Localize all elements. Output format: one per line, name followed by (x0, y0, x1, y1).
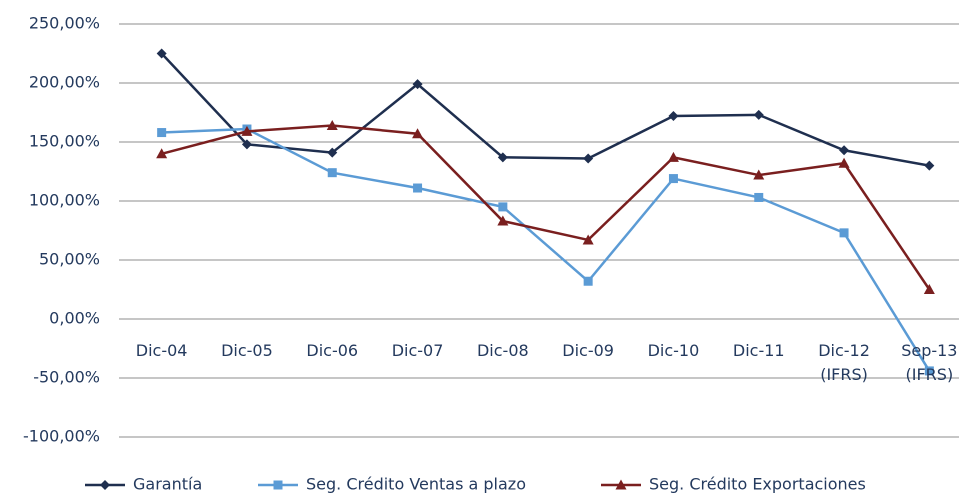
data-point (667, 151, 679, 162)
x-tick-label: Sep-13 (IFRS) (901, 341, 958, 384)
y-tick-label: 200,00% (29, 73, 100, 92)
legend-label: Seg. Crédito Exportaciones (649, 475, 866, 494)
data-point (498, 202, 508, 212)
x-tick-label: Dic-10 (647, 341, 700, 360)
data-point (583, 153, 594, 164)
y-tick-label: -100,00% (23, 427, 100, 446)
data-point (241, 125, 253, 136)
data-point (497, 215, 509, 226)
y-tick-label: 250,00% (29, 14, 100, 33)
legend-label: Seg. Crédito Ventas a plazo (306, 475, 526, 494)
y-tick-label: -50,00% (33, 368, 100, 387)
data-point (923, 284, 935, 294)
legend-marker (273, 480, 283, 490)
series-line (161, 124, 931, 291)
data-point (326, 119, 338, 130)
data-point (754, 192, 764, 202)
data-point (753, 169, 765, 180)
data-point (583, 276, 593, 286)
data-point (412, 79, 423, 90)
y-tick-label: 0,00% (49, 309, 100, 328)
data-point (327, 168, 337, 178)
legend-marker (100, 480, 110, 490)
data-point (838, 157, 850, 168)
data-point (582, 234, 594, 245)
x-tick-label: Dic-04 (135, 341, 188, 360)
y-tick-label: 150,00% (29, 132, 100, 151)
data-point (241, 139, 252, 150)
data-point (156, 148, 168, 159)
x-tick-label: Dic-06 (306, 341, 359, 360)
x-tick-label: Dic-07 (391, 341, 444, 360)
series-line (161, 127, 931, 372)
data-point (327, 147, 338, 158)
legend-label: Garantía (133, 475, 202, 494)
data-point (157, 128, 167, 138)
data-point (839, 228, 849, 238)
data-point (839, 145, 850, 156)
y-tick-label: 50,00% (39, 250, 100, 269)
series-line (160, 52, 930, 167)
legend-marker (615, 479, 627, 490)
x-tick-label: Dic-08 (476, 341, 529, 360)
y-tick-label: 100,00% (29, 191, 100, 210)
x-tick-label: Dic-12 (IFRS) (818, 341, 870, 384)
data-point (753, 109, 764, 120)
x-tick-label: Dic-09 (562, 341, 614, 360)
data-point (412, 128, 424, 139)
data-point (413, 183, 423, 193)
data-point (668, 111, 679, 122)
x-tick-label: Dic-05 (221, 341, 273, 360)
data-point (668, 174, 678, 184)
data-point (156, 48, 167, 59)
x-tick-label: Dic-11 (732, 341, 785, 360)
data-point (497, 152, 508, 163)
data-point (924, 160, 935, 171)
data-point (924, 366, 934, 376)
